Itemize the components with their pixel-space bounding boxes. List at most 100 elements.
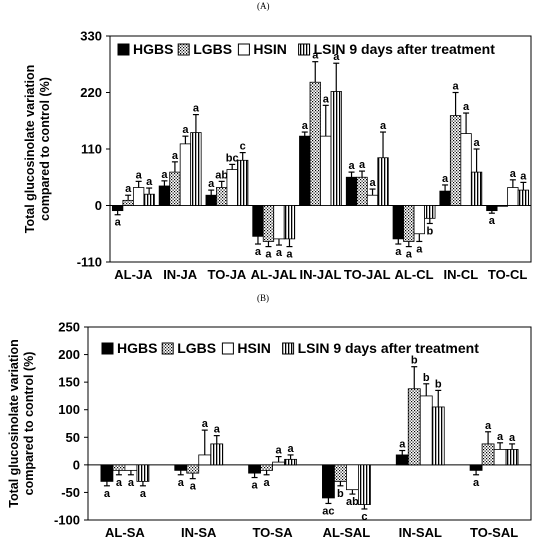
significance-letter: a xyxy=(193,103,200,115)
bar xyxy=(377,157,389,206)
bar xyxy=(205,194,217,206)
bar xyxy=(496,205,509,207)
bar xyxy=(481,443,495,466)
bar xyxy=(124,464,138,471)
bar xyxy=(493,449,507,466)
significance-letter: ac xyxy=(322,505,334,517)
bar xyxy=(407,388,421,466)
bar xyxy=(273,205,285,240)
bar xyxy=(419,395,433,466)
significance-letter: a xyxy=(116,477,123,489)
significance-letter: a xyxy=(208,178,215,190)
significance-letter: a xyxy=(214,424,221,436)
x-tick-label: IN-CL xyxy=(443,267,478,282)
bar xyxy=(358,464,371,505)
bar xyxy=(284,458,297,466)
x-tick-label: AL-JA xyxy=(114,267,153,282)
significance-letter: b xyxy=(411,355,418,367)
panel-label-a: (A) xyxy=(257,1,270,11)
bar xyxy=(395,454,409,466)
legend-swatch xyxy=(282,342,295,355)
x-tick-label: AL-JAL xyxy=(251,267,297,282)
legend-swatch xyxy=(101,342,114,355)
bar xyxy=(216,187,228,206)
significance-letter: a xyxy=(485,420,492,432)
legend-label: LSIN 9 days after treatment xyxy=(298,340,480,356)
significance-letter: a xyxy=(442,173,449,185)
bar xyxy=(174,464,188,471)
y-tick-label: 330 xyxy=(80,29,102,44)
bar xyxy=(413,205,425,235)
bar xyxy=(392,205,404,240)
bar xyxy=(158,185,171,206)
significance-letter: a xyxy=(302,120,309,132)
y-axis-label-line: compared to control (%) xyxy=(22,352,36,496)
x-tick-label: AL-SAL xyxy=(323,525,371,540)
bar xyxy=(143,193,155,206)
significance-letter: a xyxy=(416,243,423,255)
y-axis-label-line: Total glucosinolate variation xyxy=(23,65,37,234)
significance-letter: a xyxy=(509,432,516,444)
bar xyxy=(356,176,368,206)
significance-letter: c xyxy=(361,511,367,523)
bar xyxy=(403,205,415,242)
bar xyxy=(190,132,202,206)
significance-letter: a xyxy=(161,169,168,181)
y-tick-label: 110 xyxy=(81,142,102,157)
x-tick-label: IN-SAL xyxy=(399,525,442,540)
bar xyxy=(330,91,342,206)
significance-letter: a xyxy=(348,160,355,172)
significance-letter: a xyxy=(333,51,340,63)
x-tick-label: TO-SAL xyxy=(470,525,518,540)
legend-label: HGBS xyxy=(133,41,173,57)
legend-label: LGBS xyxy=(193,41,232,57)
x-tick-label: IN-JAL xyxy=(300,267,342,282)
bar xyxy=(262,205,275,242)
significance-letter: a xyxy=(136,169,143,181)
y-tick-label: 200 xyxy=(58,347,80,362)
x-tick-label: TO-CL xyxy=(488,267,528,282)
y-tick-label: 250 xyxy=(58,320,80,335)
bar xyxy=(449,115,462,206)
legend-label: LGBS xyxy=(177,340,216,356)
bar xyxy=(299,135,311,206)
y-axis-label-line: Total glucosinolate variation xyxy=(7,339,21,508)
x-tick-label: IN-JA xyxy=(163,267,198,282)
significance-letter: a xyxy=(178,477,185,489)
bar xyxy=(260,464,273,471)
chart-b: Total glucosinolate variationcompared to… xyxy=(7,320,532,540)
y-tick-label: -50 xyxy=(61,485,80,500)
bar xyxy=(100,464,114,482)
significance-letter: a xyxy=(463,101,470,113)
bar xyxy=(469,464,483,471)
legend-swatch xyxy=(221,342,234,355)
significance-letter: a xyxy=(474,137,481,149)
x-tick-label: TO-SA xyxy=(252,525,293,540)
significance-letter: b xyxy=(337,488,344,500)
significance-letter: a xyxy=(369,177,376,189)
bar xyxy=(486,205,498,212)
significance-letter: a xyxy=(323,93,330,105)
significance-letter: a xyxy=(265,249,272,261)
significance-letter: a xyxy=(276,445,283,457)
significance-letter: a xyxy=(182,124,189,136)
bar xyxy=(366,194,379,206)
significance-letter: ab xyxy=(346,496,359,508)
significance-letter: a xyxy=(128,477,135,489)
bar xyxy=(252,205,264,237)
plot-frame xyxy=(87,326,532,521)
bar xyxy=(112,464,126,471)
y-tick-label: 50 xyxy=(66,430,80,445)
y-axis-label: Total glucosinolate variationcompared to… xyxy=(7,339,36,508)
bar xyxy=(424,205,436,219)
bar xyxy=(345,176,358,206)
significance-letter: a xyxy=(453,81,460,93)
bar xyxy=(320,135,332,206)
significance-letter: a xyxy=(359,159,366,171)
bar xyxy=(210,443,224,466)
significance-letter: b xyxy=(435,378,442,390)
significance-letter: bc xyxy=(226,152,239,164)
significance-letter: a xyxy=(140,488,147,500)
significance-letter: a xyxy=(190,481,197,493)
panel-label-b: (B) xyxy=(257,293,269,303)
